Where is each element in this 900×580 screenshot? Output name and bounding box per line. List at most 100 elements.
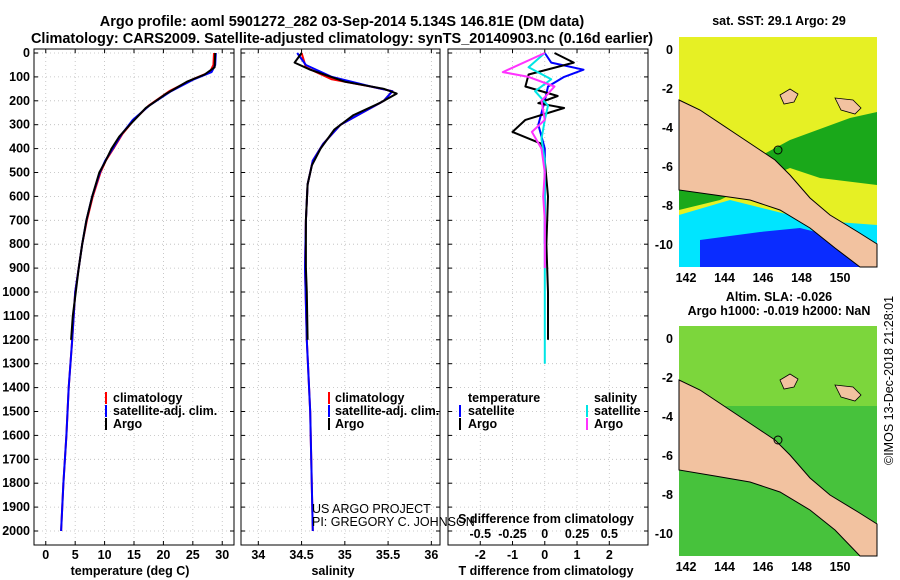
x-tick-label: 25 bbox=[186, 548, 200, 562]
map-lat-tick-label: 0 bbox=[666, 332, 673, 346]
legend-argo: Argo bbox=[113, 417, 143, 431]
map-lat-tick-label: 0 bbox=[666, 43, 673, 57]
sla-map-title-2: Argo h1000: -0.019 h2000: NaN bbox=[688, 304, 871, 318]
series-line-argo bbox=[293, 52, 398, 340]
x-tick-label: 5 bbox=[72, 548, 79, 562]
depth-tick-label: 1100 bbox=[3, 309, 30, 323]
map-lat-tick-label: -8 bbox=[662, 488, 673, 502]
sst-map bbox=[678, 37, 878, 268]
x-tick-label: -1 bbox=[507, 548, 518, 562]
xlabel-salinity: salinity bbox=[311, 564, 354, 578]
legend-satellite-adj: satellite-adj. clim. bbox=[113, 404, 217, 418]
x-tick-label: 1 bbox=[574, 548, 581, 562]
depth-tick-label: 400 bbox=[9, 142, 30, 156]
sla-land-island bbox=[834, 384, 862, 402]
sst-land-island bbox=[779, 88, 799, 105]
map-lat-tick-label: -4 bbox=[662, 410, 673, 424]
legend-salinity-panel: climatology satellite-adj. clim. Argo bbox=[328, 391, 439, 431]
legend-satellite-t: satellite bbox=[468, 404, 515, 418]
x-tick-label: 34 bbox=[251, 548, 265, 562]
x-tick-label: 15 bbox=[127, 548, 141, 562]
x-tick-label: 0 bbox=[541, 548, 548, 562]
depth-tick-label: 1600 bbox=[2, 428, 30, 442]
map-lat-tick-label: -6 bbox=[662, 449, 673, 463]
legend-satellite-adj: satellite-adj. clim. bbox=[335, 404, 439, 418]
depth-tick-label: 1900 bbox=[2, 500, 30, 514]
x-tick-label: 0 bbox=[42, 548, 49, 562]
x-tick-label: -2 bbox=[475, 548, 486, 562]
legend-difference-panel: temperature satellite Argo salinity sate… bbox=[459, 391, 641, 431]
map-lat-tick-label: -10 bbox=[655, 238, 673, 252]
sst-land-mainland bbox=[678, 99, 878, 268]
legend-argo: Argo bbox=[335, 417, 365, 431]
xlabel-t-difference: T difference from climatology bbox=[458, 564, 633, 578]
x-tick-label: 35 bbox=[338, 548, 352, 562]
sla-map-title-1: Altim. SLA: -0.026 bbox=[726, 290, 832, 304]
sst-map-title: sat. SST: 29.1 Argo: 29 bbox=[712, 14, 846, 28]
x-tick-label: 36 bbox=[424, 548, 438, 562]
depth-tick-label: 800 bbox=[9, 237, 30, 251]
legend-climatology: climatology bbox=[113, 391, 183, 405]
x-tick-label: 34.5 bbox=[289, 548, 313, 562]
sla-land-island bbox=[779, 373, 799, 390]
map-lon-tick-label: 146 bbox=[753, 271, 774, 285]
title-line-1: Argo profile: aoml 5901272_282 03-Sep-20… bbox=[100, 14, 585, 30]
map-lon-tick-label: 150 bbox=[830, 560, 851, 574]
credit-line-2: PI: GREGORY C. JOHNSON bbox=[312, 515, 475, 529]
x-tick-label: 20 bbox=[156, 548, 170, 562]
series-line-argo-temperature- bbox=[511, 52, 575, 340]
s-diff-tick-label: -0.5 bbox=[469, 527, 491, 541]
x-tick-label: 2 bbox=[606, 548, 613, 562]
series-line-argo-salinity- bbox=[501, 52, 556, 269]
s-diff-tick-label: -0.25 bbox=[498, 527, 527, 541]
depth-tick-label: 100 bbox=[9, 70, 30, 84]
depth-tick-label: 1300 bbox=[2, 357, 30, 371]
map-lon-tick-label: 142 bbox=[676, 271, 697, 285]
depth-tick-label: 1400 bbox=[2, 381, 30, 395]
map-lat-tick-label: -8 bbox=[662, 199, 673, 213]
x-tick-label: 30 bbox=[215, 548, 229, 562]
map-lat-tick-label: -2 bbox=[662, 82, 673, 96]
depth-tick-label: 0 bbox=[23, 46, 30, 60]
s-diff-tick-label: 0 bbox=[541, 527, 548, 541]
map-lat-tick-label: -4 bbox=[662, 121, 673, 135]
depth-tick-label: 1500 bbox=[2, 405, 30, 419]
depth-tick-label: 300 bbox=[9, 118, 30, 132]
legend-argo-t: Argo bbox=[468, 417, 498, 431]
map-lon-tick-label: 148 bbox=[791, 271, 812, 285]
map-lon-tick-label: 144 bbox=[714, 560, 735, 574]
map-lon-tick-label: 146 bbox=[753, 560, 774, 574]
series-line-argo bbox=[70, 52, 217, 340]
title-line-2: Climatology: CARS2009. Satellite-adjuste… bbox=[31, 31, 653, 47]
sla-map bbox=[678, 326, 878, 557]
map-lat-tick-label: -6 bbox=[662, 160, 673, 174]
depth-tick-label: 600 bbox=[9, 189, 30, 203]
salinity-panel bbox=[240, 48, 441, 546]
credit-line-1: US ARGO PROJECT bbox=[312, 502, 431, 516]
legend-climatology: climatology bbox=[335, 391, 405, 405]
argo-location-marker bbox=[773, 435, 783, 445]
xlabel-temperature: temperature (deg C) bbox=[71, 564, 190, 578]
map-lon-tick-label: 148 bbox=[791, 560, 812, 574]
depth-tick-label: 1700 bbox=[2, 452, 30, 466]
depth-tick-label: 700 bbox=[9, 213, 30, 227]
legend-argo-s: Argo bbox=[594, 417, 624, 431]
xlabel-s-difference: S difference from climatology bbox=[458, 512, 634, 526]
s-diff-tick-label: 0.5 bbox=[601, 527, 618, 541]
x-tick-label: 35.5 bbox=[376, 548, 400, 562]
depth-tick-label: 1200 bbox=[2, 333, 30, 347]
depth-tick-label: 1000 bbox=[2, 285, 30, 299]
depth-tick-label: 500 bbox=[9, 166, 30, 180]
map-lon-tick-label: 150 bbox=[830, 271, 851, 285]
legend-salinity-header: salinity bbox=[594, 391, 637, 405]
x-tick-label: 10 bbox=[98, 548, 112, 562]
depth-tick-label: 2000 bbox=[2, 524, 30, 538]
imos-watermark: ©IMOS 13-Dec-2018 21:28:01 bbox=[882, 296, 896, 465]
depth-tick-label: 200 bbox=[9, 94, 30, 108]
map-lon-tick-label: 142 bbox=[676, 560, 697, 574]
depth-tick-label: 900 bbox=[9, 261, 30, 275]
map-lon-tick-label: 144 bbox=[714, 271, 735, 285]
sla-land-mainland bbox=[678, 379, 878, 557]
legend-satellite-s: satellite bbox=[594, 404, 641, 418]
